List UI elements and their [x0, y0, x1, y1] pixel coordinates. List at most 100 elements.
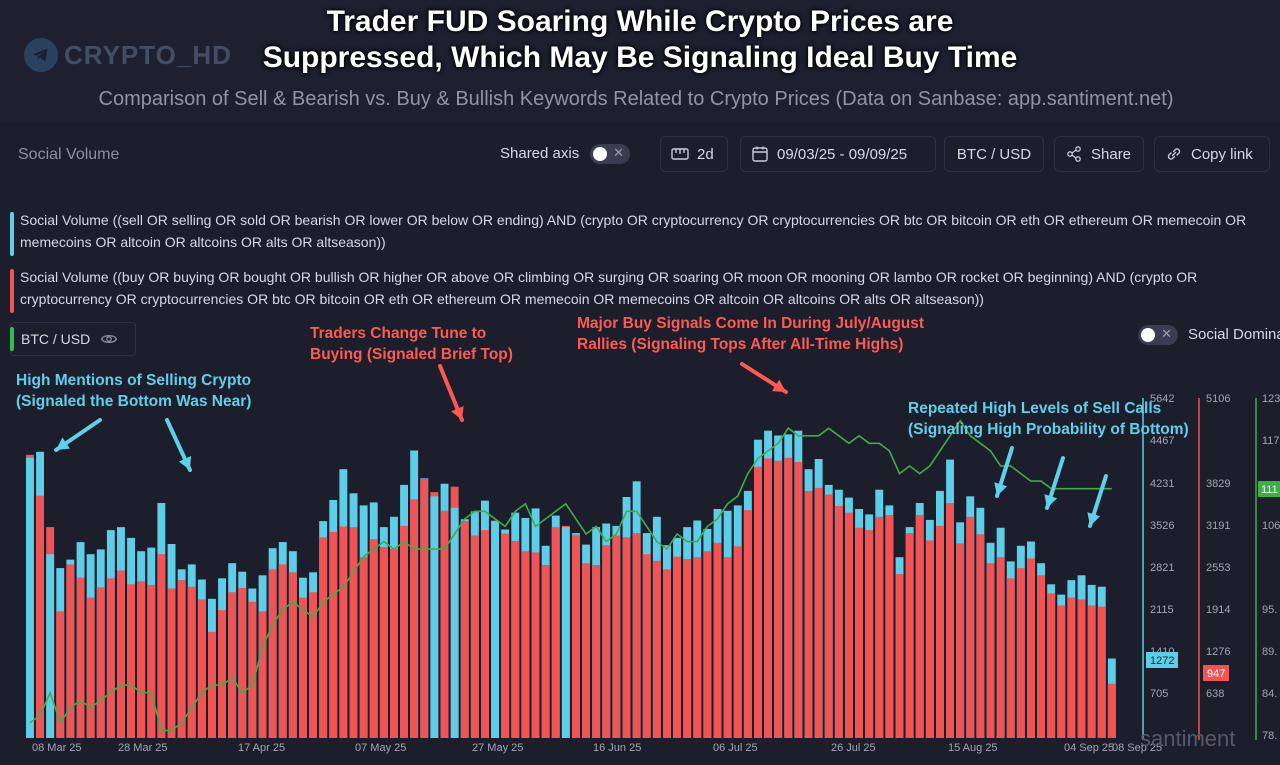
sell-axis-tick: 2821: [1150, 562, 1174, 574]
buy-axis-tick: 3829: [1206, 478, 1230, 490]
date-range-button[interactable]: 09/03/25 - 09/09/25: [740, 136, 936, 172]
interval-button[interactable]: 2d: [660, 136, 728, 172]
ruler-icon: [671, 148, 689, 160]
eye-icon[interactable]: [100, 330, 118, 348]
annotation-major-buy-line-1: Major Buy Signals Come In During July/Au…: [577, 315, 924, 332]
buy-bar: [683, 559, 692, 738]
legend-buy-label: Social Volume ((buy OR buying OR bought …: [20, 269, 1198, 307]
annotation-repeated-sell-line-1: Repeated High Levels of Sell Calls: [908, 400, 1161, 417]
buy-bar: [845, 512, 853, 738]
buy-bar: [865, 530, 874, 738]
legend-btc[interactable]: BTC / USD: [10, 322, 136, 356]
legend-sell[interactable]: Social Volume ((sell OR selling OR sold …: [10, 209, 1272, 256]
btc-current-value: 111: [1261, 484, 1278, 496]
pair-button[interactable]: BTC / USD: [944, 136, 1044, 172]
buy-bar: [663, 569, 671, 738]
buy-bar: [106, 578, 115, 738]
buy-bar: [36, 495, 44, 738]
buy-axis-tick: 3191: [1206, 520, 1230, 532]
x-tick-label: 15 Aug 25: [948, 742, 998, 754]
buy-bar: [339, 526, 348, 738]
page-title: Trader FUD Soaring While Crypto Prices a…: [160, 4, 1120, 76]
buy-bar: [218, 610, 226, 738]
date-range-label: 09/03/25 - 09/09/25: [777, 145, 908, 163]
btc-axis-tick: 106: [1262, 520, 1280, 532]
buy-axis-tick: 2553: [1206, 562, 1230, 574]
x-axis-ticks: 08 Mar 25 28 Mar 25 17 Apr 25 07 May 25 27 M…: [32, 742, 1162, 754]
legend-btc-swatch: [10, 327, 14, 351]
share-button[interactable]: Share: [1054, 136, 1144, 172]
buy-bar: [1097, 606, 1106, 738]
buy-bar: [1107, 683, 1116, 738]
buy-bar: [177, 580, 186, 738]
btc-line-group: [29, 419, 1112, 732]
buy-bar: [652, 560, 661, 738]
buy-bar: [642, 554, 651, 738]
sell-bar: [491, 521, 499, 738]
buy-bar: [885, 515, 894, 738]
buy-bar: [359, 557, 368, 738]
buy-bar: [66, 564, 75, 738]
buy-bar: [1006, 578, 1015, 738]
buy-bar: [1087, 605, 1096, 738]
buy-bar: [723, 557, 732, 738]
buy-bar: [824, 494, 833, 738]
shared-axis-toggle[interactable]: ✕: [590, 144, 630, 164]
buy-bar: [592, 565, 601, 738]
btc-axis-tick: 78.: [1262, 730, 1277, 742]
buy-bar: [147, 584, 156, 738]
sell-axis-tick: 2115: [1150, 604, 1174, 616]
social-dominance-label: Social Domina: [1188, 326, 1280, 343]
logo-text: CRYPTO_HD: [64, 39, 232, 70]
logo: CRYPTO_HD: [24, 38, 232, 72]
buy-bar: [582, 563, 590, 738]
buy-bar: [228, 592, 237, 738]
buy-bar: [258, 611, 267, 738]
buy-bar: [925, 540, 934, 738]
buy-bar: [511, 540, 520, 738]
share-label: Share: [1091, 145, 1132, 163]
buy-bar: [956, 543, 965, 738]
x-tick-label: 27 May 25: [472, 742, 523, 754]
buy-bar: [794, 462, 803, 738]
x-tick-label: 08 Mar 25: [32, 742, 82, 754]
buy-bar: [197, 599, 206, 738]
social-dominance-toggle[interactable]: ✕: [1138, 325, 1178, 345]
buy-bar: [875, 516, 884, 738]
buy-bar: [804, 490, 813, 738]
buy-bar: [541, 565, 550, 738]
buy-bar: [774, 460, 783, 738]
buy-axis-tick: 1276: [1206, 646, 1230, 658]
sell-bar: [561, 527, 570, 738]
buy-bar: [117, 570, 125, 738]
buy-bar: [96, 587, 105, 738]
buy-bar: [56, 611, 65, 738]
sell-bar: [430, 496, 439, 738]
buy-bar: [1016, 568, 1025, 738]
buy-bar: [481, 530, 489, 738]
sell-axis-tick: 5642: [1150, 393, 1174, 405]
annotation-sell-bottom-line-1: High Mentions of Selling Crypto: [16, 372, 251, 389]
buy-bar: [521, 551, 530, 738]
bars: [26, 430, 1116, 738]
x-tick-label: 16 Jun 25: [593, 742, 641, 754]
annotation-sell-bottom-line-2: (Signaled the Bottom Was Near): [16, 393, 251, 410]
legend-buy[interactable]: Social Volume ((buy OR buying OR bought …: [10, 266, 1272, 313]
buy-bar: [814, 487, 823, 738]
copy-link-button[interactable]: Copy link: [1154, 136, 1270, 172]
annotation-sell-bottom: High Mentions of Selling Crypto (Signale…: [16, 372, 251, 410]
btc-axis-tick: 123: [1262, 393, 1280, 405]
btc-axis-tick: 117: [1262, 435, 1280, 447]
btc-price-line: [29, 419, 1112, 732]
annotation-major-buy: Major Buy Signals Come In During July/Au…: [577, 315, 924, 353]
buy-bar: [986, 563, 995, 738]
x-tick-label: 07 May 25: [355, 742, 406, 754]
buy-bar: [86, 597, 95, 738]
sell-axis-tick: 705: [1150, 688, 1168, 700]
buy-current-badge: [1203, 665, 1229, 681]
buy-bar: [127, 584, 135, 738]
buy-bar: [743, 510, 752, 738]
buy-bar: [834, 506, 843, 738]
buy-bar: [612, 535, 621, 738]
buy-bar: [379, 547, 388, 738]
